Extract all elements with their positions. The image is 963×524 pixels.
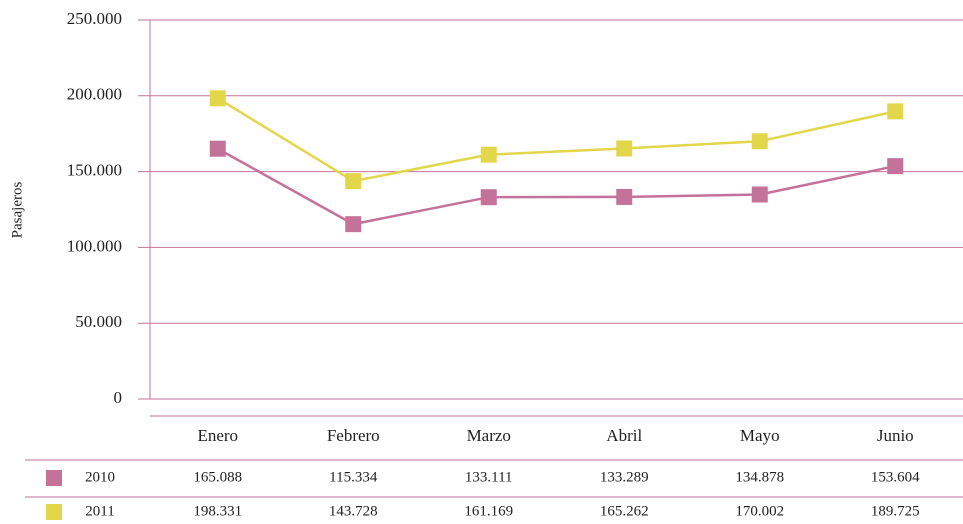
table-cell: 153.604 xyxy=(871,469,920,485)
marker xyxy=(751,133,768,150)
table-cell: 143.728 xyxy=(329,503,378,519)
table-cell: 133.111 xyxy=(465,469,513,485)
marker xyxy=(887,103,904,120)
series-line xyxy=(217,97,896,183)
legend-label: 2011 xyxy=(85,503,114,519)
legend-swatch xyxy=(46,470,62,486)
marker xyxy=(209,140,226,157)
table-cell: 161.169 xyxy=(464,503,513,519)
marker xyxy=(480,146,497,163)
y-axis-label: Pasajeros xyxy=(9,182,25,239)
marker xyxy=(616,140,633,157)
marker xyxy=(345,173,362,190)
table-cell: 170.002 xyxy=(735,503,784,519)
x-tick-label: Abril xyxy=(606,426,642,445)
table-cell: 165.088 xyxy=(193,469,242,485)
y-tick-label: 150.000 xyxy=(67,161,122,180)
y-tick-label: 250.000 xyxy=(67,9,122,28)
marker xyxy=(887,158,904,175)
y-tick-label: 200.000 xyxy=(67,85,122,104)
y-tick-label: 0 xyxy=(114,388,123,407)
x-tick-label: Enero xyxy=(197,426,238,445)
x-tick-label: Marzo xyxy=(467,426,511,445)
y-tick-label: 50.000 xyxy=(75,312,122,331)
table-cell: 165.262 xyxy=(600,503,649,519)
table-cell: 133.289 xyxy=(600,469,649,485)
table-cell: 115.334 xyxy=(329,469,378,485)
marker xyxy=(345,216,362,233)
marker xyxy=(209,90,226,107)
legend-swatch xyxy=(46,504,62,520)
x-tick-label: Mayo xyxy=(740,426,780,445)
marker xyxy=(480,189,497,206)
series-line xyxy=(217,147,896,226)
legend-label: 2010 xyxy=(85,469,115,485)
marker xyxy=(751,186,768,203)
marker xyxy=(616,188,633,205)
y-tick-label: 100.000 xyxy=(67,236,122,255)
x-tick-label: Junio xyxy=(877,426,914,445)
x-tick-label: Febrero xyxy=(327,426,380,445)
table-cell: 134.878 xyxy=(735,469,784,485)
table-cell: 198.331 xyxy=(193,503,242,519)
table-cell: 189.725 xyxy=(871,503,920,519)
